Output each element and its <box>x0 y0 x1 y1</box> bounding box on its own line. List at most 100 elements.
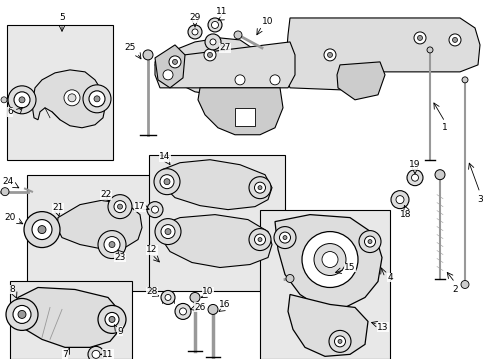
Circle shape <box>302 231 357 288</box>
Circle shape <box>434 170 444 180</box>
Circle shape <box>248 229 270 251</box>
Circle shape <box>204 34 221 50</box>
Circle shape <box>451 37 457 42</box>
Circle shape <box>160 175 174 189</box>
Circle shape <box>104 237 120 253</box>
Circle shape <box>235 75 244 85</box>
Polygon shape <box>162 215 271 267</box>
Circle shape <box>147 202 163 217</box>
Bar <box>149 155 285 292</box>
Circle shape <box>234 31 242 39</box>
Polygon shape <box>162 160 271 210</box>
Circle shape <box>390 191 408 209</box>
Circle shape <box>395 195 403 204</box>
Circle shape <box>248 177 270 199</box>
Circle shape <box>94 96 100 102</box>
Text: 7: 7 <box>62 350 68 359</box>
Polygon shape <box>15 288 120 347</box>
Text: 1: 1 <box>441 123 447 132</box>
Polygon shape <box>155 45 184 88</box>
Circle shape <box>19 97 25 103</box>
Circle shape <box>334 336 345 347</box>
Text: 19: 19 <box>408 160 420 169</box>
Circle shape <box>164 229 171 235</box>
Text: 6: 6 <box>7 107 13 116</box>
Circle shape <box>151 206 158 213</box>
Circle shape <box>413 32 425 44</box>
Circle shape <box>209 39 216 45</box>
Circle shape <box>269 75 280 85</box>
Circle shape <box>14 92 30 108</box>
Circle shape <box>190 292 200 302</box>
Circle shape <box>207 305 218 314</box>
Circle shape <box>105 312 119 327</box>
Circle shape <box>1 188 9 195</box>
Polygon shape <box>336 62 384 100</box>
Polygon shape <box>32 70 105 128</box>
Text: 22: 22 <box>100 190 111 199</box>
Circle shape <box>169 56 181 68</box>
Circle shape <box>279 232 290 243</box>
Circle shape <box>155 219 181 244</box>
Text: 12: 12 <box>146 245 157 254</box>
Circle shape <box>163 179 170 185</box>
Circle shape <box>207 53 212 57</box>
Circle shape <box>179 308 186 315</box>
Circle shape <box>324 49 335 61</box>
Circle shape <box>18 310 26 319</box>
Circle shape <box>337 339 341 343</box>
Bar <box>7 25 113 160</box>
Circle shape <box>117 204 122 209</box>
Circle shape <box>364 236 375 247</box>
Circle shape <box>313 244 346 275</box>
Circle shape <box>88 346 104 360</box>
Circle shape <box>38 226 46 234</box>
Text: 11: 11 <box>102 350 114 359</box>
Circle shape <box>321 252 337 267</box>
Text: 26: 26 <box>194 303 205 312</box>
Circle shape <box>254 182 265 193</box>
Circle shape <box>448 34 460 46</box>
Text: 18: 18 <box>400 210 411 219</box>
Circle shape <box>460 280 468 288</box>
Text: 2: 2 <box>451 285 457 294</box>
Circle shape <box>161 291 175 305</box>
Text: 23: 23 <box>114 253 125 262</box>
Circle shape <box>328 330 350 352</box>
Circle shape <box>417 35 422 40</box>
Polygon shape <box>235 108 254 126</box>
Circle shape <box>108 195 132 219</box>
Text: 14: 14 <box>159 152 170 161</box>
Circle shape <box>154 169 180 195</box>
Circle shape <box>273 226 295 248</box>
Text: 15: 15 <box>344 263 355 272</box>
Text: 9: 9 <box>117 327 122 336</box>
Text: 5: 5 <box>59 13 65 22</box>
Polygon shape <box>274 215 381 307</box>
Text: 27: 27 <box>219 44 230 53</box>
Circle shape <box>92 350 100 358</box>
Circle shape <box>258 186 262 190</box>
Text: 20: 20 <box>4 213 16 222</box>
Circle shape <box>98 231 126 258</box>
Circle shape <box>98 305 126 333</box>
Circle shape <box>161 225 175 239</box>
Text: 25: 25 <box>124 44 135 53</box>
Polygon shape <box>155 38 260 95</box>
Bar <box>260 210 389 359</box>
Circle shape <box>211 22 218 28</box>
Circle shape <box>164 294 171 301</box>
Circle shape <box>163 70 173 80</box>
Polygon shape <box>57 200 142 249</box>
Text: 16: 16 <box>219 300 230 309</box>
Circle shape <box>13 305 31 323</box>
Polygon shape <box>287 294 367 356</box>
Circle shape <box>285 275 293 283</box>
Circle shape <box>24 212 60 248</box>
Circle shape <box>68 94 76 102</box>
Circle shape <box>358 231 380 253</box>
Circle shape <box>1 97 7 103</box>
Circle shape <box>32 220 52 239</box>
Circle shape <box>406 170 422 186</box>
Circle shape <box>203 49 216 61</box>
